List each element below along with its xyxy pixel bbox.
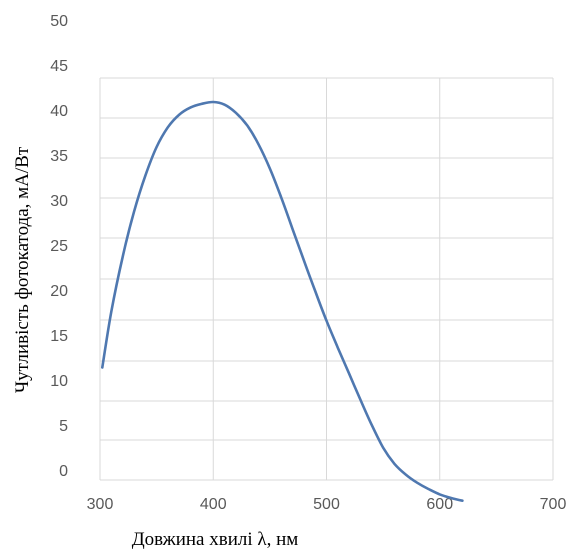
x-tick-label: 400 — [200, 496, 227, 513]
y-tick-label: 40 — [50, 103, 68, 120]
y-tick-label: 10 — [50, 373, 68, 390]
x-tick-label: 300 — [87, 496, 114, 513]
series-line — [101, 100, 464, 502]
x-axis-ticks: 300 400 500 600 700 — [87, 496, 567, 513]
gridlines — [99, 77, 554, 481]
x-tick-label: 500 — [313, 496, 340, 513]
y-axis-title: Чутливість фотокатода, мА/Вт — [12, 146, 33, 393]
y-tick-label: 5 — [59, 418, 68, 435]
x-axis-title: Довжина хвилі λ, нм — [132, 529, 299, 550]
y-tick-label: 50 — [50, 13, 68, 30]
y-tick-label: 30 — [50, 193, 68, 210]
y-tick-label: 0 — [59, 463, 68, 480]
y-tick-label: 45 — [50, 58, 68, 75]
y-tick-label: 35 — [50, 148, 68, 165]
y-tick-label: 25 — [50, 238, 68, 255]
x-tick-label: 600 — [426, 496, 453, 513]
x-tick-label: 700 — [540, 496, 567, 513]
y-tick-label: 15 — [50, 328, 68, 345]
y-tick-label: 20 — [50, 283, 68, 300]
y-axis-ticks: 0 5 10 15 20 25 30 35 40 45 50 — [50, 13, 68, 480]
